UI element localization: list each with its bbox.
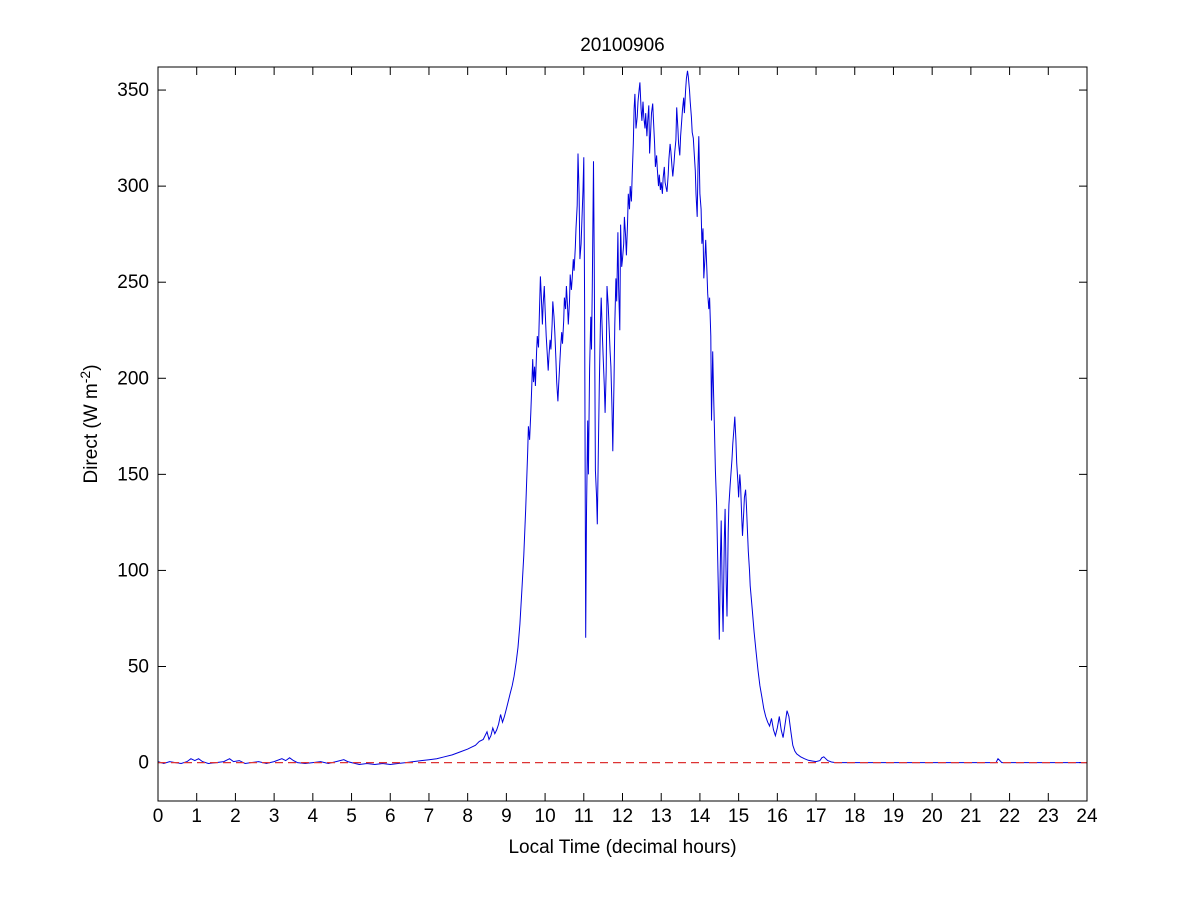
x-tick-label: 9	[501, 806, 512, 827]
x-tick-label: 6	[385, 806, 396, 827]
x-tick-label: 19	[883, 806, 904, 827]
x-tick-label: 10	[535, 806, 556, 827]
x-tick-label: 5	[346, 806, 357, 827]
x-tick-label: 7	[424, 806, 435, 827]
x-tick-label: 17	[805, 806, 826, 827]
x-tick-label: 13	[651, 806, 672, 827]
y-tick-label: 250	[117, 272, 149, 293]
x-tick-label: 14	[689, 806, 711, 827]
x-tick-label: 1	[191, 806, 202, 827]
x-tick-label: 0	[153, 806, 164, 827]
y-tick-label: 150	[117, 464, 149, 485]
x-tick-label: 12	[612, 806, 633, 827]
y-tick-label: 100	[117, 560, 149, 581]
axes-box	[157, 66, 1088, 802]
x-tick-label: 2	[230, 806, 241, 827]
y-tick-label: 200	[117, 368, 149, 389]
y-tick-label: 0	[138, 753, 149, 774]
x-tick-label: 20	[922, 806, 943, 827]
x-tick-label: 23	[1038, 806, 1059, 827]
y-tick-label: 50	[128, 656, 149, 677]
direct-irradiance-line	[157, 70, 1087, 766]
chart-title: 20100906	[580, 35, 665, 56]
x-axis-label: Local Time (decimal hours)	[508, 837, 737, 858]
x-tick-label: 4	[308, 806, 319, 827]
x-tick-label: 15	[728, 806, 749, 827]
x-tick-label: 24	[1076, 806, 1098, 827]
x-tick-label: 11	[574, 806, 594, 827]
x-tick-label: 18	[844, 806, 865, 827]
y-tick-label: 300	[117, 176, 149, 197]
x-tick-label: 21	[960, 806, 981, 827]
x-tick-label: 8	[462, 806, 473, 827]
x-tick-label: 16	[767, 806, 788, 827]
x-tick-label: 22	[999, 806, 1020, 827]
y-tick-label: 350	[117, 80, 149, 101]
x-tick-label: 3	[269, 806, 280, 827]
